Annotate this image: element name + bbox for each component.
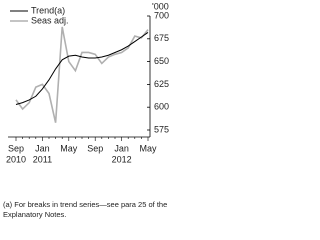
legend-label: Trend(a) bbox=[31, 5, 65, 15]
page: {"chart_data": {"type": "line", "y_unit"… bbox=[3, 1, 170, 219]
x-tick-label: Sep bbox=[87, 143, 103, 153]
y-tick-label: 675 bbox=[154, 33, 169, 43]
x-tick-label: Jan bbox=[114, 143, 129, 153]
x-tick-label: May bbox=[60, 143, 78, 153]
x-year-label: 2012 bbox=[112, 154, 132, 164]
chart: '000 575600625650675700Sep2010Jan2011May… bbox=[6, 1, 169, 164]
y-tick-label: 600 bbox=[154, 102, 169, 112]
x-tick-label: May bbox=[139, 143, 157, 153]
x-tick-label: Sep bbox=[8, 143, 24, 153]
legend-label: Seas adj. bbox=[31, 15, 69, 25]
y-unit: '000 bbox=[152, 1, 169, 11]
x-year-label: 2010 bbox=[6, 154, 26, 164]
footnote: (a) For breaks in trend series—see para … bbox=[3, 200, 168, 219]
series-line bbox=[15, 26, 149, 123]
y-tick-label: 625 bbox=[154, 79, 169, 89]
x-year-label: 2011 bbox=[33, 154, 52, 164]
y-tick-label: 650 bbox=[154, 56, 169, 66]
y-tick-label: 700 bbox=[154, 10, 169, 20]
series-line bbox=[15, 32, 149, 105]
y-tick-label: 575 bbox=[154, 124, 169, 134]
x-tick-label: Jan bbox=[35, 143, 50, 153]
